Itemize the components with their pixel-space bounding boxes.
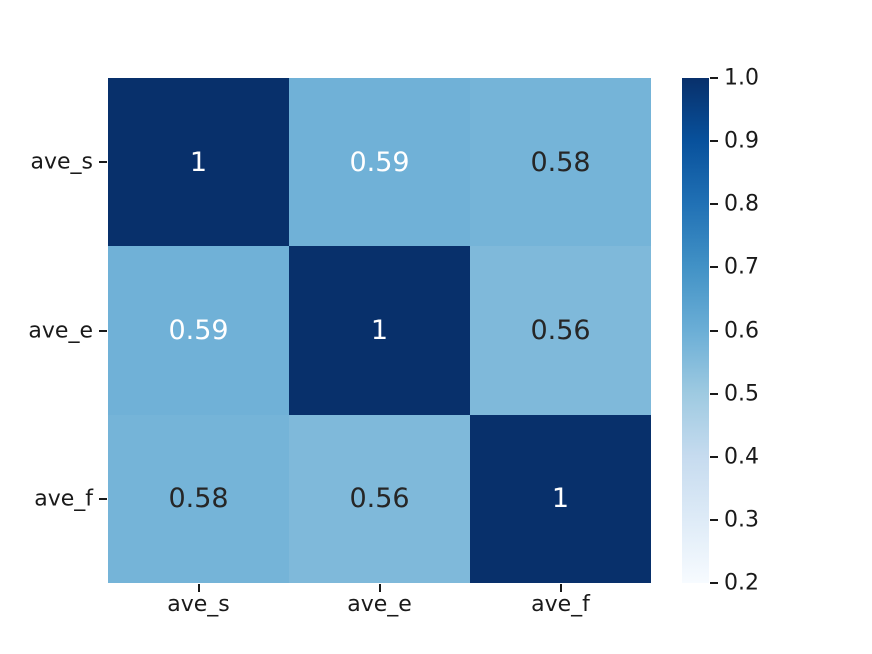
heatmap-cell-ave_e-ave_f: 0.56 bbox=[470, 246, 651, 415]
heatmap-cell-ave_s-ave_e: 0.59 bbox=[289, 78, 470, 247]
cell-annotation: 1 bbox=[551, 483, 570, 515]
colorbar-tick-mark bbox=[710, 518, 718, 521]
x-tick-label-ave_e: ave_e bbox=[347, 592, 412, 617]
heatmap-cell-ave_e-ave_s: 0.59 bbox=[108, 246, 289, 415]
colorbar-tick-label-0.4: 0.4 bbox=[724, 444, 759, 470]
y-tick-label-ave_s: ave_s bbox=[30, 149, 94, 175]
y-tick-label-ave_e: ave_e bbox=[28, 318, 93, 343]
x-tick-mark bbox=[559, 584, 562, 592]
cell-annotation: 0.56 bbox=[530, 314, 591, 346]
x-tick-mark bbox=[197, 584, 200, 592]
colorbar-tick-label-0.2: 0.2 bbox=[724, 570, 759, 596]
colorbar-tick-mark bbox=[710, 140, 718, 143]
colorbar-tick-mark bbox=[710, 329, 718, 332]
colorbar-tick-label-1.0: 1.0 bbox=[724, 65, 759, 91]
colorbar-tick-label-0.8: 0.8 bbox=[724, 191, 759, 217]
colorbar-tick-label-0.6: 0.6 bbox=[724, 318, 759, 343]
colorbar-tick-mark bbox=[710, 455, 718, 458]
colorbar-tick-mark bbox=[710, 77, 718, 79]
heatmap-cell-ave_e-ave_e: 1 bbox=[289, 246, 470, 415]
colorbar-tick-label-0.3: 0.3 bbox=[724, 507, 759, 533]
colorbar-tick-label-0.5: 0.5 bbox=[724, 381, 759, 407]
cell-annotation: 0.56 bbox=[349, 483, 410, 515]
x-tick-label-ave_s: ave_s bbox=[167, 592, 230, 617]
y-tick-mark bbox=[99, 161, 107, 164]
heatmap-grid: 1 0.59 0.58 0.59 1 0.56 0.58 0.56 1 bbox=[108, 78, 651, 583]
colorbar-tick-label-0.7: 0.7 bbox=[724, 254, 759, 280]
cell-annotation: 0.59 bbox=[168, 314, 229, 346]
heatmap-cell-ave_s-ave_s: 1 bbox=[108, 78, 289, 247]
colorbar-tick-mark bbox=[710, 203, 718, 206]
heatmap-cell-ave_f-ave_e: 0.56 bbox=[289, 414, 470, 583]
colorbar-tick-mark bbox=[710, 582, 718, 584]
colorbar-tick-label-0.9: 0.9 bbox=[724, 128, 759, 154]
heatmap-cell-ave_f-ave_s: 0.58 bbox=[108, 414, 289, 583]
colorbar-tick-mark bbox=[710, 266, 718, 269]
cell-annotation: 0.58 bbox=[530, 146, 591, 178]
heatmap-cell-ave_f-ave_f: 1 bbox=[470, 414, 651, 583]
colorbar-tick-mark bbox=[710, 392, 718, 395]
cell-annotation: 1 bbox=[189, 146, 208, 178]
colorbar-gradient bbox=[682, 78, 709, 583]
y-tick-label-ave_f: ave_f bbox=[34, 486, 93, 512]
cell-annotation: 0.58 bbox=[168, 483, 229, 515]
cell-annotation: 0.59 bbox=[349, 146, 410, 178]
heatmap-cell-ave_s-ave_f: 0.58 bbox=[470, 78, 651, 247]
x-tick-mark bbox=[378, 584, 381, 592]
y-tick-mark bbox=[99, 329, 107, 332]
y-tick-mark bbox=[99, 497, 107, 500]
x-tick-label-ave_f: ave_f bbox=[531, 592, 590, 617]
cell-annotation: 1 bbox=[370, 314, 389, 346]
